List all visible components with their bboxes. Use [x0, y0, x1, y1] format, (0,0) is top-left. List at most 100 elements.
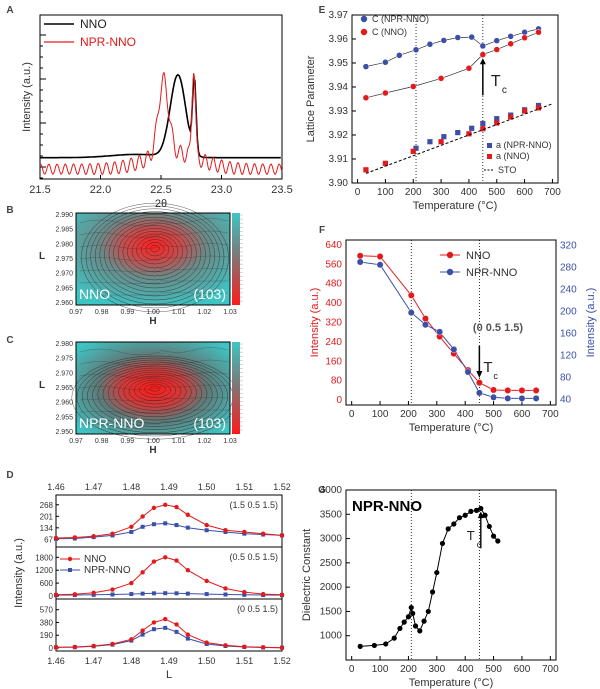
panel-b-contour-line: [136, 236, 174, 265]
panel-f-right-tick-label: 320: [560, 241, 577, 252]
panel-g-tc-arrowhead: [477, 511, 484, 519]
panel-c-contour-line: [159, 347, 229, 353]
panel-b-y-tick-label: 2.970: [55, 271, 73, 278]
panel-c-contour-line: [139, 381, 171, 398]
panel-d-bottom-tick-label: 1.52: [273, 656, 291, 666]
panel-f-x-tick-label: 300: [428, 409, 445, 420]
panel-d-point-nno: [260, 591, 266, 597]
panel-d-point-nno: [174, 558, 179, 563]
panel-g-point: [357, 643, 363, 650]
panel-f-x-tick-label: 0: [349, 409, 355, 420]
panel-f-x-tick-label: 200: [400, 409, 417, 420]
panel-g-frame: [345, 489, 557, 661]
panel-g-point: [445, 526, 451, 532]
panel-g-point: [408, 604, 414, 611]
panel-b-y-tick-label: 2.985: [55, 227, 73, 234]
panel-d-point-npr-nno: [151, 522, 156, 527]
panel-d-point-nno: [140, 628, 145, 633]
panel-b-contour-line: [127, 230, 183, 273]
panel-d-point-npr-nno: [174, 629, 179, 634]
panel-a-legend-nno: NNO: [80, 17, 107, 31]
panel-label-C: C: [6, 335, 13, 346]
panel-e-x-tick-label: 600: [516, 187, 533, 198]
panel-g-x-tick-label: 400: [457, 664, 474, 675]
panel-d-y-tick-label: 1200: [35, 566, 53, 575]
panel-b-contour-line: [94, 211, 216, 301]
panel-d-legend-npr-nno: NPR-NNO: [84, 565, 131, 576]
panel-e-x-tick-label: 200: [405, 187, 422, 198]
panel-b-contour-line: [159, 230, 229, 236]
panel-e-series-a-nno-point: [363, 167, 369, 173]
panel-e-x-tick-label: 400: [461, 187, 478, 198]
panel-f-left-tick-label: 0: [336, 395, 342, 406]
panel-c-x-tick-label: 0.99: [121, 438, 135, 445]
panel-d-series-nno: [55, 618, 283, 649]
panel-d-point-nno: [185, 632, 191, 637]
panel-d-y-tick-label: 0: [49, 644, 54, 653]
panel-c-contour-line: [144, 383, 166, 395]
panel-e-legend-label: C (NNO): [372, 27, 407, 37]
panel-e-legend-marker: [360, 15, 368, 23]
panel-b-x-tick-label: 1.03: [223, 309, 237, 316]
panel-f-left-tick-label: 640: [325, 240, 342, 251]
panel-f-point-npr-nno: [532, 394, 540, 402]
panel-d-point-npr-nno: [151, 627, 156, 632]
panel-d-y-tick-label: 1800: [35, 553, 53, 562]
panel-e-series-c-nno-point: [507, 40, 514, 48]
panel-g-point: [429, 589, 436, 595]
panel-d-point-nno: [151, 559, 157, 564]
panel-d-point-nno: [72, 535, 78, 540]
panel-e-legend-marker: [487, 154, 492, 159]
panel-g-y-tick-label: 1500: [320, 606, 343, 617]
panel-d-legend-nno: NNO: [84, 554, 106, 565]
panel-c-y-tick-label: 2.970: [55, 370, 73, 377]
panel-d-bottom-tick-label: 1.48: [123, 656, 141, 666]
panel-f-right-tick-label: 280: [560, 263, 577, 274]
panel-f-x-tick-label: 600: [514, 409, 531, 420]
panel-d-point-npr-nno: [163, 625, 168, 630]
panel-c-contour-line: [92, 363, 218, 427]
panel-g-point: [495, 538, 501, 544]
panel-d-point-nno: [260, 645, 266, 650]
panel-d-point-nno: [72, 644, 78, 650]
panel-e-series-c-nno-point: [493, 46, 501, 53]
panel-e-series-sto: [365, 103, 553, 174]
panel-f-point-npr-nno: [376, 261, 384, 269]
panel-d-y-tick-label: 570: [40, 606, 54, 615]
panel-e-y-tick-label: 3.95: [329, 58, 349, 69]
panel-e-x-tick-label: 700: [544, 187, 561, 198]
panel-d-point-npr-nno: [242, 592, 247, 597]
panel-d-series-npr-nno: [55, 627, 283, 649]
panel-c-contour-line: [159, 397, 229, 399]
panel-f-x-tick-label: 100: [372, 409, 389, 420]
panel-f-point-nno: [504, 387, 512, 394]
panel-b-contour-line: [79, 244, 161, 250]
panel-f-right-tick-label: 40: [560, 395, 572, 406]
panel-e-series-c-nno-point: [465, 65, 473, 72]
panel-d-point-nno: [204, 640, 209, 645]
panel-e-x-tick-label: 0: [355, 187, 361, 198]
panel-d-point-nno: [185, 568, 191, 573]
panel-label-D: D: [6, 470, 13, 481]
panel-d-x-axis-label: L: [166, 669, 172, 681]
panel-f-point-npr-nno: [422, 321, 429, 329]
panel-d-point-npr-nno: [185, 591, 190, 596]
panel-e-tc-arrowhead: [479, 58, 486, 65]
panel-d-point-nno: [242, 589, 247, 595]
panel-g-point: [434, 569, 440, 576]
panel-e-series-c-nno-point: [437, 75, 445, 82]
panel-d-point-nno: [91, 643, 96, 649]
panel-e-legend-label: a (NNO): [496, 151, 530, 161]
panel-b-reflection-label: (103): [193, 286, 226, 302]
panel-b-contour-line: [79, 219, 161, 227]
panel-g-point: [421, 618, 427, 624]
panel-label-F: F: [319, 225, 325, 236]
panel-e-y-tick-label: 3.97: [329, 10, 349, 21]
panel-c-x-tick-label: 1.02: [198, 438, 212, 445]
panel-c-contour-line: [97, 365, 213, 424]
panel-f-tc-arrowhead: [476, 371, 483, 378]
panel-e-tc-label: T: [491, 73, 501, 90]
panel-f-right-tick-label: 200: [560, 307, 577, 318]
panel-d-bottom-tick-label: 1.47: [85, 656, 103, 666]
